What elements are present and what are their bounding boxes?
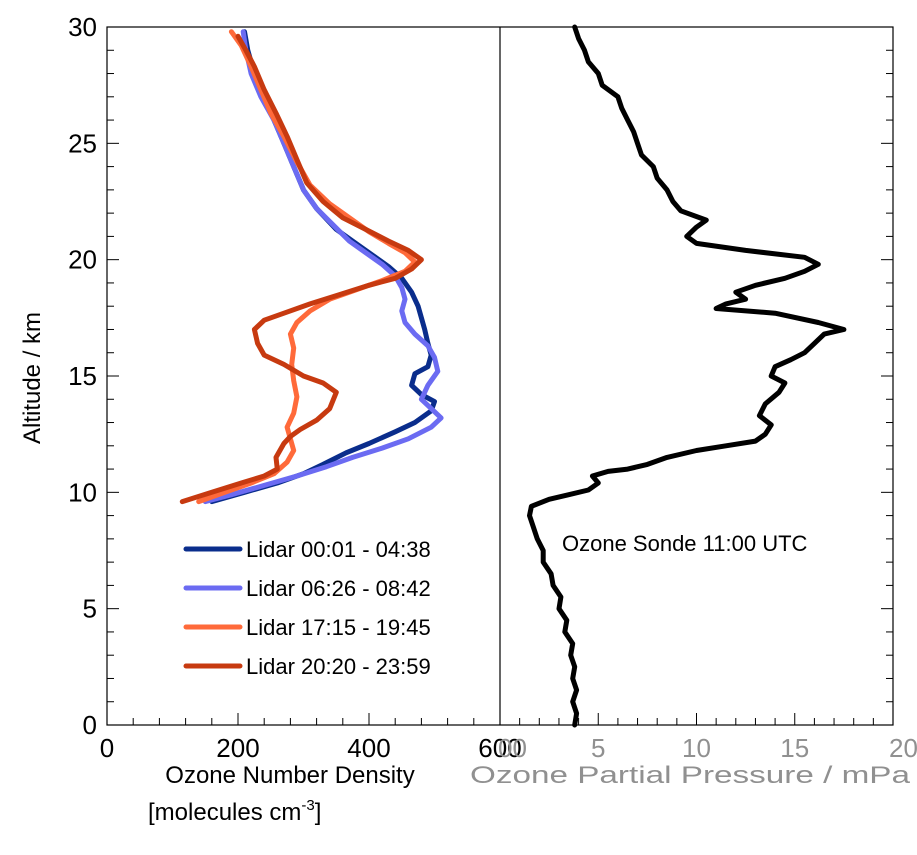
units-prefix: [molecules cm	[148, 799, 301, 826]
x-tick-label-left: 0	[100, 733, 114, 763]
y-tick-label: 5	[83, 594, 97, 624]
left-panel-series	[179, 29, 444, 505]
sonde-series-line-0	[527, 24, 847, 728]
right-panel-axes: 00 5 10 15 20	[498, 26, 917, 763]
right-panel-series	[527, 24, 847, 728]
x-tick-label-left: 200	[216, 733, 259, 763]
x-tick-label-right: 20	[889, 733, 917, 763]
y-tick-label: 0	[83, 710, 97, 740]
y-tick-label: 25	[68, 128, 97, 158]
x-axis-title-left: Ozone Number Density	[165, 762, 414, 789]
x-tick-label-left: 600	[478, 733, 521, 763]
y-tick-label: 20	[68, 245, 97, 275]
units-suffix: ]	[315, 799, 322, 826]
legend: Lidar 00:01 - 04:38 Lidar 06:26 - 08:42 Li…	[183, 537, 431, 679]
y-tick-label: 30	[68, 12, 97, 42]
x-tick-label-right: 5	[591, 733, 605, 763]
x-tick-label-right: 15	[780, 733, 809, 763]
x-axis-title-right: Ozone Partial Pressure / mPa	[470, 762, 911, 789]
lidar-series-line-0	[209, 29, 437, 505]
lidar-series-line-3	[179, 33, 424, 505]
x-tick-label-right: 10	[682, 733, 711, 763]
plot-frame	[106, 26, 894, 726]
legend-label-2: Lidar 17:15 - 19:45	[246, 615, 431, 640]
y-tick-label: 15	[68, 361, 97, 391]
x-tick-label-right: 00	[498, 733, 527, 763]
legend-label-0: Lidar 00:01 - 04:38	[246, 537, 431, 562]
y-axis-title: Altitude / km	[19, 312, 46, 444]
left-panel-axes: 0 5 10 15 20 25 30 0 200 400 600	[68, 12, 522, 763]
y-tick-label: 10	[68, 477, 97, 507]
sonde-annotation: Ozone Sonde 11:00 UTC	[562, 531, 808, 556]
legend-label-3: Lidar 20:20 - 23:59	[246, 654, 431, 679]
units-superscript: -3	[301, 797, 314, 814]
x-axis-title-left-units: [molecules cm-3]	[148, 797, 321, 826]
legend-label-1: Lidar 06:26 - 08:42	[246, 576, 431, 601]
x-tick-label-left: 400	[347, 733, 390, 763]
lidar-series-line-1	[202, 29, 444, 505]
